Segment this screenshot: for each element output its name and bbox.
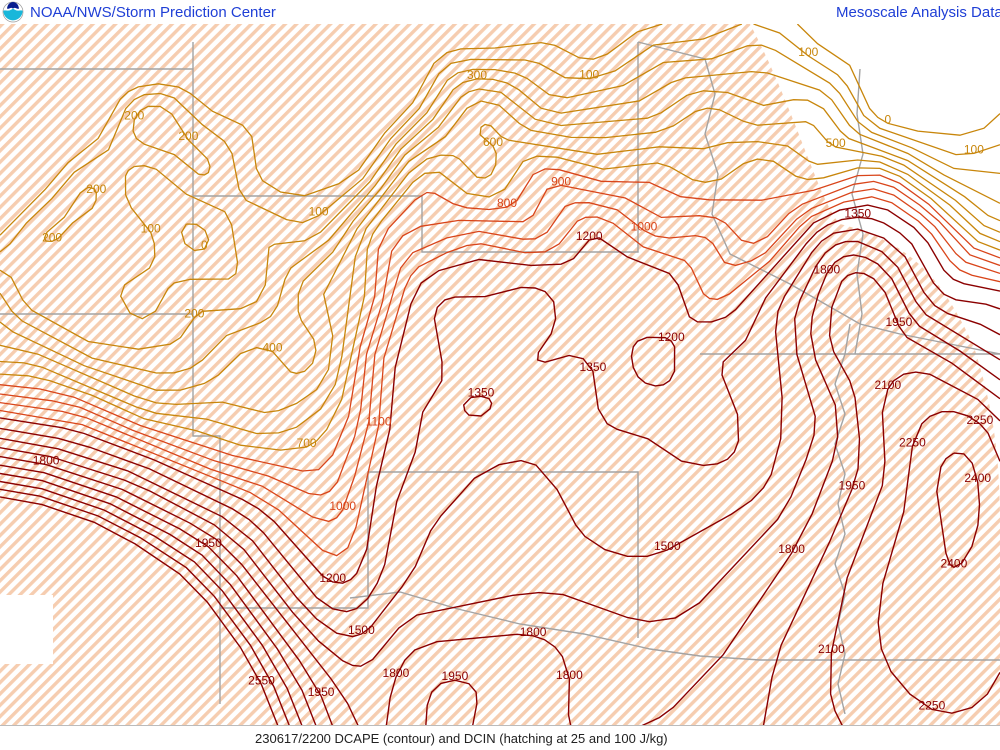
svg-text:1800: 1800 bbox=[520, 625, 547, 639]
svg-text:1200: 1200 bbox=[658, 330, 685, 344]
svg-text:200: 200 bbox=[42, 230, 62, 244]
svg-text:1000: 1000 bbox=[329, 499, 356, 513]
svg-text:800: 800 bbox=[497, 196, 517, 210]
svg-text:1800: 1800 bbox=[778, 542, 805, 556]
svg-text:2100: 2100 bbox=[874, 378, 901, 392]
svg-text:1500: 1500 bbox=[654, 539, 681, 553]
svg-text:1100: 1100 bbox=[366, 415, 392, 429]
svg-text:100: 100 bbox=[141, 221, 161, 235]
svg-text:2250: 2250 bbox=[899, 435, 926, 449]
svg-text:1350: 1350 bbox=[580, 360, 607, 374]
svg-text:100: 100 bbox=[964, 142, 984, 156]
svg-text:1350: 1350 bbox=[468, 385, 495, 399]
svg-text:1950: 1950 bbox=[886, 315, 913, 329]
svg-text:1800: 1800 bbox=[556, 668, 583, 682]
svg-text:2550: 2550 bbox=[248, 674, 275, 688]
svg-text:1500: 1500 bbox=[348, 623, 375, 637]
svg-text:200: 200 bbox=[86, 182, 106, 196]
svg-text:700: 700 bbox=[297, 436, 317, 450]
svg-text:230617/2200 DCAPE (contour) an: 230617/2200 DCAPE (contour) and DCIN (ha… bbox=[255, 731, 668, 746]
svg-text:1950: 1950 bbox=[308, 685, 335, 699]
svg-text:2400: 2400 bbox=[964, 471, 991, 485]
svg-text:2400: 2400 bbox=[941, 556, 968, 570]
svg-text:500: 500 bbox=[826, 136, 846, 150]
svg-text:1000: 1000 bbox=[631, 220, 658, 234]
svg-text:200: 200 bbox=[178, 129, 198, 143]
svg-text:1950: 1950 bbox=[839, 479, 866, 493]
svg-text:300: 300 bbox=[467, 68, 487, 82]
svg-text:2100: 2100 bbox=[818, 642, 845, 656]
svg-text:100: 100 bbox=[579, 68, 599, 82]
svg-text:200: 200 bbox=[184, 307, 204, 321]
svg-text:2250: 2250 bbox=[967, 413, 994, 427]
svg-text:100: 100 bbox=[798, 45, 818, 59]
svg-text:2250: 2250 bbox=[919, 698, 946, 712]
svg-text:0: 0 bbox=[884, 112, 891, 126]
svg-text:1800: 1800 bbox=[813, 263, 840, 277]
svg-text:0: 0 bbox=[201, 238, 208, 252]
svg-text:1950: 1950 bbox=[442, 669, 469, 683]
svg-text:1200: 1200 bbox=[319, 571, 346, 585]
svg-text:1800: 1800 bbox=[33, 454, 60, 468]
svg-text:400: 400 bbox=[262, 341, 282, 355]
svg-text:200: 200 bbox=[124, 109, 144, 123]
svg-text:Mesoscale Analysis Data: Mesoscale Analysis Data bbox=[836, 4, 1000, 21]
svg-text:1800: 1800 bbox=[383, 666, 410, 680]
svg-text:1350: 1350 bbox=[844, 206, 871, 220]
svg-text:1200: 1200 bbox=[576, 229, 603, 243]
svg-text:1950: 1950 bbox=[195, 536, 222, 550]
svg-text:NOAA/NWS/Storm Prediction Cent: NOAA/NWS/Storm Prediction Center bbox=[30, 4, 276, 21]
svg-text:600: 600 bbox=[483, 135, 503, 149]
svg-text:900: 900 bbox=[551, 174, 571, 188]
svg-text:100: 100 bbox=[309, 205, 329, 219]
